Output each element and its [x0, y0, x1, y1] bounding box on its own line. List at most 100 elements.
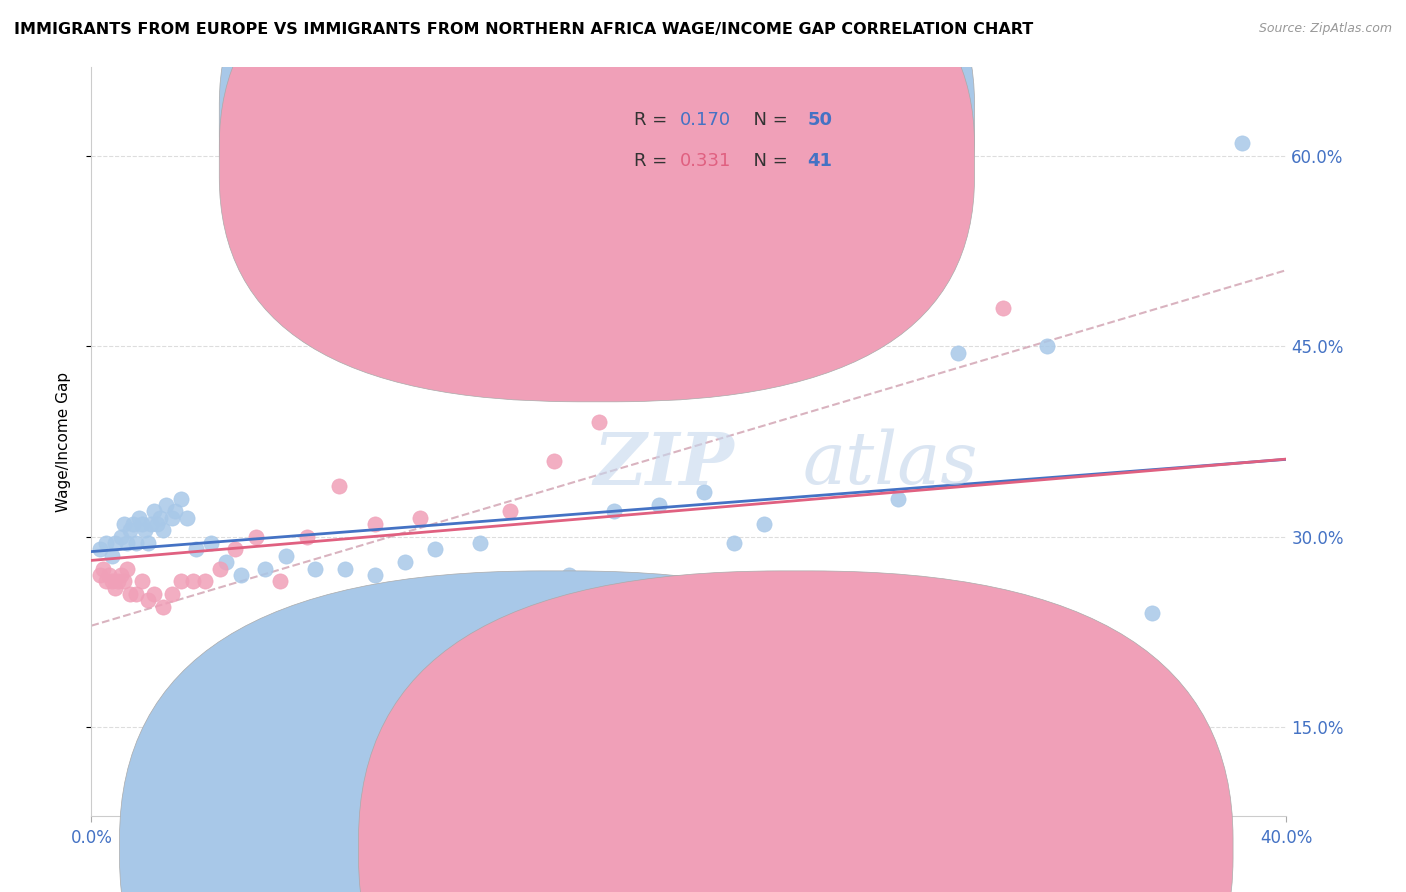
Point — [423, 542, 446, 557]
Point — [160, 587, 183, 601]
Text: IMMIGRANTS FROM EUROPE VS IMMIGRANTS FROM NORTHERN AFRICA WAGE/INCOME GAP CORREL: IMMIGRANTS FROM EUROPE VS IMMIGRANTS FRO… — [14, 22, 1033, 37]
Point — [104, 536, 127, 550]
Point — [364, 567, 387, 582]
Text: N =: N = — [741, 112, 793, 129]
Point — [648, 498, 671, 512]
Point — [170, 491, 193, 506]
Point — [120, 587, 142, 601]
Point — [125, 587, 148, 601]
Point — [89, 567, 111, 582]
Point — [269, 574, 291, 589]
Text: R =: R = — [634, 153, 673, 170]
Point — [115, 561, 138, 575]
Point — [543, 453, 565, 467]
Point — [163, 504, 186, 518]
Point — [1230, 834, 1253, 848]
FancyBboxPatch shape — [558, 89, 862, 194]
Point — [603, 504, 626, 518]
Point — [723, 536, 745, 550]
Point — [200, 536, 222, 550]
Point — [143, 587, 166, 601]
Point — [693, 365, 716, 379]
Point — [101, 549, 124, 563]
Point — [93, 561, 115, 575]
Point — [887, 491, 910, 506]
Text: 50: 50 — [807, 112, 832, 129]
Point — [328, 479, 350, 493]
Point — [224, 542, 246, 557]
Point — [134, 524, 156, 538]
Point — [120, 524, 142, 538]
Point — [1140, 606, 1163, 620]
Point — [821, 326, 844, 341]
Point — [641, 384, 665, 398]
Point — [274, 549, 297, 563]
Point — [991, 301, 1014, 316]
Text: 0.0%: 0.0% — [70, 829, 112, 847]
FancyBboxPatch shape — [219, 0, 974, 360]
Point — [176, 510, 198, 524]
Point — [454, 377, 477, 392]
Point — [1156, 676, 1178, 690]
Point — [1230, 136, 1253, 150]
Point — [96, 536, 118, 550]
Text: Source: ZipAtlas.com: Source: ZipAtlas.com — [1258, 22, 1392, 36]
Point — [253, 561, 276, 575]
Point — [184, 542, 207, 557]
Point — [588, 416, 610, 430]
Point — [752, 351, 775, 366]
Point — [155, 498, 177, 512]
Point — [170, 574, 193, 589]
Point — [110, 530, 132, 544]
Point — [115, 536, 138, 550]
Point — [295, 530, 318, 544]
Text: Immigrants from Northern Africa: Immigrants from Northern Africa — [823, 841, 1073, 855]
FancyBboxPatch shape — [359, 571, 1233, 892]
Text: ZIP: ZIP — [593, 428, 734, 500]
Point — [364, 517, 387, 532]
Point — [143, 504, 166, 518]
Point — [513, 574, 536, 589]
Point — [1081, 625, 1104, 640]
Point — [901, 276, 924, 290]
Point — [245, 530, 267, 544]
Point — [752, 517, 775, 532]
Point — [160, 510, 183, 524]
Point — [1036, 339, 1059, 353]
Point — [136, 536, 159, 550]
Point — [122, 517, 145, 532]
Point — [104, 581, 127, 595]
Point — [131, 517, 153, 532]
Point — [152, 524, 174, 538]
Point — [131, 574, 153, 589]
Text: Immigrants from Europe: Immigrants from Europe — [583, 841, 770, 855]
Text: 41: 41 — [807, 153, 832, 170]
Text: 0.331: 0.331 — [679, 153, 731, 170]
Point — [96, 574, 118, 589]
Point — [146, 517, 169, 532]
Point — [208, 561, 231, 575]
Point — [558, 567, 581, 582]
Text: 0.170: 0.170 — [679, 112, 731, 129]
Point — [149, 510, 172, 524]
Point — [215, 555, 238, 569]
Point — [409, 510, 432, 524]
Point — [110, 567, 132, 582]
Point — [468, 536, 491, 550]
Point — [112, 517, 135, 532]
Point — [797, 663, 820, 677]
Point — [946, 345, 969, 359]
Point — [693, 485, 716, 500]
Text: 40.0%: 40.0% — [1260, 829, 1313, 847]
Point — [101, 574, 124, 589]
Point — [335, 561, 357, 575]
Point — [89, 542, 111, 557]
FancyBboxPatch shape — [120, 571, 994, 892]
Text: R =: R = — [634, 112, 673, 129]
Point — [112, 574, 135, 589]
Point — [107, 574, 129, 589]
Point — [98, 567, 121, 582]
Point — [141, 517, 163, 532]
Point — [499, 504, 522, 518]
Point — [128, 510, 150, 524]
